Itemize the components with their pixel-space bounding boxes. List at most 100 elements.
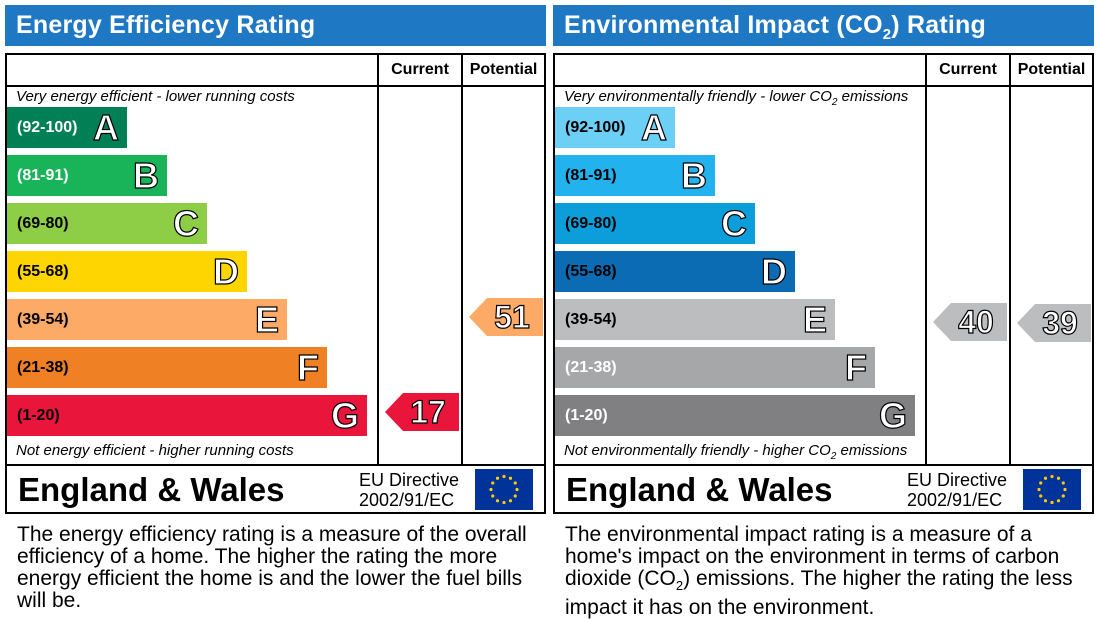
- eu-star: [502, 500, 506, 505]
- potential-rating-arrow: 39: [1017, 304, 1091, 342]
- band-range-label: (69-80): [565, 215, 617, 232]
- energy-footer: England & Wales EU Directive 2002/91/EC: [5, 464, 546, 514]
- energy-panel-title: Energy Efficiency Rating: [5, 5, 546, 46]
- current-rating-arrow: 40: [933, 303, 1007, 342]
- rating-value: 17: [410, 394, 447, 431]
- description-prefix: The environmental impact rating is a mea…: [565, 523, 1060, 590]
- band-range-label: (39-54): [17, 311, 69, 328]
- potential-column-header: Potential: [469, 61, 538, 78]
- eu-star: [508, 499, 513, 503]
- arrow-shape: [469, 297, 543, 336]
- current-column-header: Current: [939, 61, 997, 78]
- top-note-subscript: 2: [831, 97, 838, 108]
- band-c: (69-80) C: [555, 202, 755, 245]
- directive-line2: 2002/91/EC: [907, 490, 1003, 510]
- environment-footer: England & Wales EU Directive 2002/91/EC: [553, 464, 1094, 514]
- current-rating-arrow: 17: [385, 393, 459, 432]
- band-range-label: (92-100): [565, 119, 626, 136]
- band-e: (39-54) E: [555, 298, 835, 341]
- band-range-label: (1-20): [17, 407, 60, 424]
- band-range-label: (81-91): [565, 167, 617, 184]
- band-range-label: (21-38): [17, 359, 69, 376]
- band-a: (92-100) A: [555, 106, 675, 149]
- bottom-note: Not energy efficient - higher running co…: [16, 442, 294, 459]
- top-note-suffix: emissions: [837, 88, 909, 105]
- bottom-note-suffix: emissions: [836, 442, 908, 459]
- band-letter: G: [330, 394, 359, 436]
- band-letter: E: [254, 298, 279, 340]
- eu-directive-label: EU Directive 2002/91/EC: [907, 470, 1007, 510]
- column-divider: [925, 55, 927, 464]
- band-range-label: (21-38): [565, 359, 617, 376]
- title-prefix: Environmental Impact (CO: [564, 11, 883, 39]
- band-letter: F: [296, 346, 319, 388]
- environment-description: The environmental impact rating is a mea…: [565, 524, 1090, 619]
- eu-flag-icon: [1023, 469, 1081, 510]
- band-letter: E: [802, 298, 827, 340]
- eu-star: [1056, 499, 1061, 503]
- arrow-shape: [1017, 304, 1091, 342]
- band-letter: A: [92, 106, 119, 148]
- band-c: (69-80) C: [7, 202, 207, 245]
- eu-star: [491, 494, 495, 498]
- eu-star: [513, 494, 517, 498]
- band-range-label: (55-68): [17, 263, 69, 280]
- bottom-note-prefix: Not environmentally friendly - higher CO: [564, 442, 831, 459]
- column-divider: [377, 55, 379, 464]
- eu-star: [495, 499, 500, 503]
- top-note-prefix: Very environmentally friendly - lower CO: [564, 88, 832, 105]
- eu-star: [515, 487, 519, 492]
- eu-flag-icon: [475, 469, 533, 510]
- band-letter: G: [878, 394, 907, 436]
- energy-chart-frame: Current Potential Very energy efficient …: [5, 53, 546, 466]
- arrow-shape: [933, 303, 1007, 342]
- band-g: (1-20) G: [7, 394, 367, 437]
- band-letter: F: [844, 346, 867, 388]
- eu-star: [1061, 494, 1065, 498]
- eu-star: [1050, 500, 1054, 505]
- rating-value: 39: [1042, 304, 1079, 341]
- eu-star: [1050, 474, 1054, 479]
- title-suffix: ) Rating: [891, 11, 986, 39]
- eu-star: [495, 476, 500, 480]
- eu-star: [1039, 481, 1043, 485]
- rating-value: 51: [494, 298, 531, 335]
- environment-panel-title: Environmental Impact (CO2) Rating: [553, 5, 1094, 46]
- region-label: England & Wales: [566, 471, 833, 508]
- band-f: (21-38) F: [555, 346, 875, 389]
- band-letter: C: [172, 202, 199, 244]
- eu-star: [513, 481, 517, 485]
- bottom-note: Not environmentally friendly - higher CO…: [564, 442, 907, 462]
- eu-star: [1043, 499, 1048, 503]
- eu-star: [1056, 476, 1061, 480]
- band-letter: D: [212, 250, 239, 292]
- directive-line1: EU Directive: [907, 470, 1008, 490]
- eu-star: [489, 487, 493, 492]
- eu-star: [508, 476, 513, 480]
- eu-star: [491, 481, 495, 485]
- environment-chart-frame: Current Potential Very environmentally f…: [553, 53, 1094, 466]
- band-a: (92-100) A: [7, 106, 127, 149]
- top-note: Very energy efficient - lower running co…: [16, 88, 295, 105]
- eu-star: [1039, 494, 1043, 498]
- band-letter: B: [680, 154, 707, 196]
- band-range-label: (39-54): [565, 311, 617, 328]
- band-letter: D: [760, 250, 787, 292]
- band-letter: B: [132, 154, 159, 196]
- top-note: Very environmentally friendly - lower CO…: [564, 88, 908, 108]
- eu-directive-label: EU Directive 2002/91/EC: [359, 470, 459, 510]
- band-b: (81-91) B: [555, 154, 715, 197]
- eu-star: [1037, 487, 1041, 492]
- band-range-label: (55-68): [565, 263, 617, 280]
- band-d: (55-68) D: [555, 250, 795, 293]
- band-range-label: (81-91): [17, 167, 69, 184]
- band-e: (39-54) E: [7, 298, 287, 341]
- band-g: (1-20) G: [555, 394, 915, 437]
- header-divider: [555, 85, 1092, 87]
- description-subscript: 2: [675, 578, 684, 594]
- band-letter: A: [640, 106, 667, 148]
- environment-rating-panel: Environmental Impact (CO2) Rating Curren…: [553, 5, 1094, 619]
- current-column-header: Current: [391, 61, 449, 78]
- header-divider: [7, 85, 544, 87]
- eu-star: [1043, 476, 1048, 480]
